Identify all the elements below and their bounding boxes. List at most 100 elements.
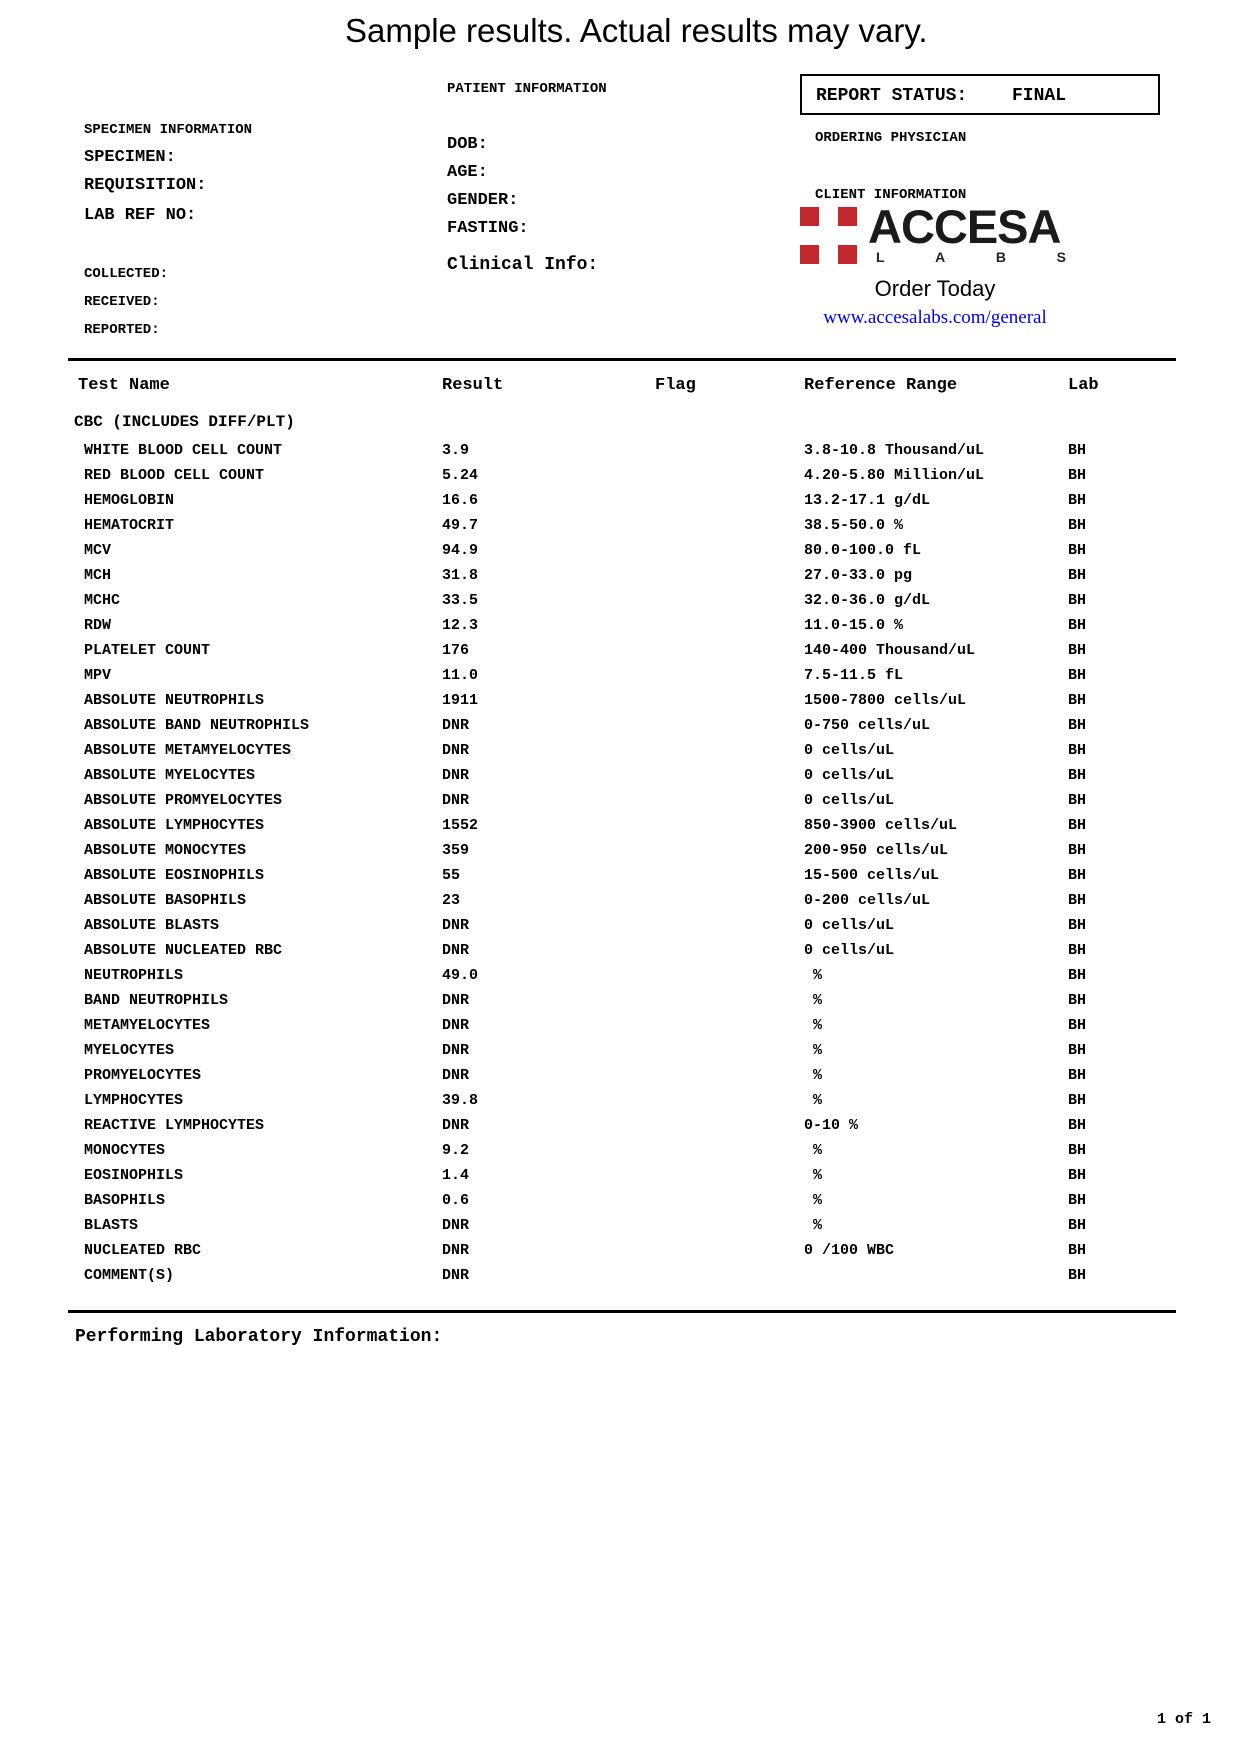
cell-lab: BH [1068,767,1087,784]
table-row: ABSOLUTE PROMYELOCYTES DNR 0 cells/uL BH [0,793,1240,813]
brand-letter: A [935,249,946,265]
table-row: NEUTROPHILS 49.0 % BH [0,968,1240,988]
cell-test-name: PLATELET COUNT [84,642,211,659]
cell-result: DNR [442,992,470,1009]
cell-test-name: ABSOLUTE LYMPHOCYTES [84,817,265,834]
cell-reference-range: % [804,992,823,1009]
cell-result: DNR [442,792,470,809]
cell-result: DNR [442,1242,470,1259]
cell-lab: BH [1068,1167,1087,1184]
table-row: ABSOLUTE METAMYELOCYTES DNR 0 cells/uL BH [0,743,1240,763]
table-row: BLASTS DNR % BH [0,1218,1240,1238]
cell-test-name: PROMYELOCYTES [84,1067,202,1084]
report-status-value: FINAL [1012,86,1067,106]
cell-test-name: ABSOLUTE MONOCYTES [84,842,247,859]
cell-lab: BH [1068,842,1087,859]
lab-ref-no-label: LAB REF NO: [84,206,197,225]
table-row: MCV 94.9 80.0-100.0 fL BH [0,543,1240,563]
cell-test-name: MCV [84,542,112,559]
table-row: METAMYELOCYTES DNR % BH [0,1018,1240,1038]
cell-lab: BH [1068,1017,1087,1034]
table-row: HEMATOCRIT 49.7 38.5-50.0 % BH [0,518,1240,538]
logo-square-icon [800,207,819,226]
cell-result: 1911 [442,692,479,709]
cell-reference-range: 7.5-11.5 fL [804,667,904,684]
cell-lab: BH [1068,967,1087,984]
cell-reference-range: 32.0-36.0 g/dL [804,592,931,609]
cell-test-name: COMMENT(S) [84,1267,175,1284]
cell-reference-range: 140-400 Thousand/uL [804,642,976,659]
page-number: 1 of 1 [1157,1711,1212,1728]
cell-lab: BH [1068,517,1087,534]
cell-lab: BH [1068,617,1087,634]
table-row: ABSOLUTE BAND NEUTROPHILS DNR 0-750 cells/… [0,718,1240,738]
cell-test-name: BASOPHILS [84,1192,166,1209]
logo-square-icon [838,207,857,226]
logo-square-icon [800,245,819,264]
cell-reference-range: % [804,1167,823,1184]
cell-lab: BH [1068,592,1087,609]
cell-reference-range: 27.0-33.0 pg [804,567,913,584]
cell-test-name: MPV [84,667,112,684]
cell-reference-range: 1500-7800 cells/uL [804,692,967,709]
panel-section-header: CBC (INCLUDES DIFF/PLT) [74,413,295,431]
fasting-label: FASTING: [447,219,529,238]
cell-lab: BH [1068,917,1087,934]
table-row: MCH 31.8 27.0-33.0 pg BH [0,568,1240,588]
cell-lab: BH [1068,1267,1087,1284]
cell-result: 33.5 [442,592,479,609]
cell-result: 1.4 [442,1167,470,1184]
table-row: MCHC 33.5 32.0-36.0 g/dL BH [0,593,1240,613]
cell-reference-range: 0 cells/uL [804,942,895,959]
cell-test-name: NUCLEATED RBC [84,1242,202,1259]
table-row: NUCLEATED RBC DNR 0 /100 WBC BH [0,1243,1240,1263]
cell-reference-range: 0 cells/uL [804,792,895,809]
accesalabs-link[interactable]: www.accesalabs.com/general [823,307,1047,328]
table-row: WHITE BLOOD CELL COUNT 3.9 3.8-10.8 Thousa… [0,443,1240,463]
cell-lab: BH [1068,1142,1087,1159]
cell-test-name: ABSOLUTE METAMYELOCYTES [84,742,292,759]
table-row: ABSOLUTE LYMPHOCYTES 1552 850-3900 cells/u… [0,818,1240,838]
cell-reference-range: % [804,1142,823,1159]
table-row: REACTIVE LYMPHOCYTES DNR 0-10 % BH [0,1118,1240,1138]
cell-test-name: EOSINOPHILS [84,1167,184,1184]
brand-labs-letters: L A B S [876,249,1066,265]
specimen-information-heading: SPECIMEN INFORMATION [84,122,253,138]
dob-label: DOB: [447,135,488,154]
client-information-heading: CLIENT INFORMATION [815,187,967,203]
table-row: LYMPHOCYTES 39.8 % BH [0,1093,1240,1113]
cell-test-name: WHITE BLOOD CELL COUNT [84,442,283,459]
ordering-physician-heading: ORDERING PHYSICIAN [815,130,967,146]
cell-test-name: ABSOLUTE BAND NEUTROPHILS [84,717,310,734]
cell-lab: BH [1068,692,1087,709]
cell-test-name: MONOCYTES [84,1142,166,1159]
cell-reference-range: 0 /100 WBC [804,1242,895,1259]
cell-result: 16.6 [442,492,479,509]
cell-result: 49.0 [442,967,479,984]
patient-information-heading: PATIENT INFORMATION [447,81,607,97]
table-row: RDW 12.3 11.0-15.0 % BH [0,618,1240,638]
cell-result: 23 [442,892,461,909]
cell-test-name: BAND NEUTROPHILS [84,992,229,1009]
cell-result: DNR [442,742,470,759]
cell-lab: BH [1068,817,1087,834]
cell-reference-range: % [804,1042,823,1059]
table-row: ABSOLUTE BLASTS DNR 0 cells/uL BH [0,918,1240,938]
cell-lab: BH [1068,567,1087,584]
table-top-rule [68,358,1176,361]
cell-reference-range: 0 cells/uL [804,742,895,759]
cell-lab: BH [1068,867,1087,884]
table-row: HEMOGLOBIN 16.6 13.2-17.1 g/dL BH [0,493,1240,513]
cell-lab: BH [1068,642,1087,659]
cell-lab: BH [1068,1067,1087,1084]
table-row: ABSOLUTE MONOCYTES 359 200-950 cells/uL BH [0,843,1240,863]
table-row: MPV 11.0 7.5-11.5 fL BH [0,668,1240,688]
cell-lab: BH [1068,942,1087,959]
cell-result: DNR [442,717,470,734]
cell-lab: BH [1068,442,1087,459]
table-row: BAND NEUTROPHILS DNR % BH [0,993,1240,1013]
cell-lab: BH [1068,1092,1087,1109]
cell-lab: BH [1068,792,1087,809]
column-header-flag: Flag [655,376,696,395]
cell-reference-range: 0-10 % [804,1117,859,1134]
